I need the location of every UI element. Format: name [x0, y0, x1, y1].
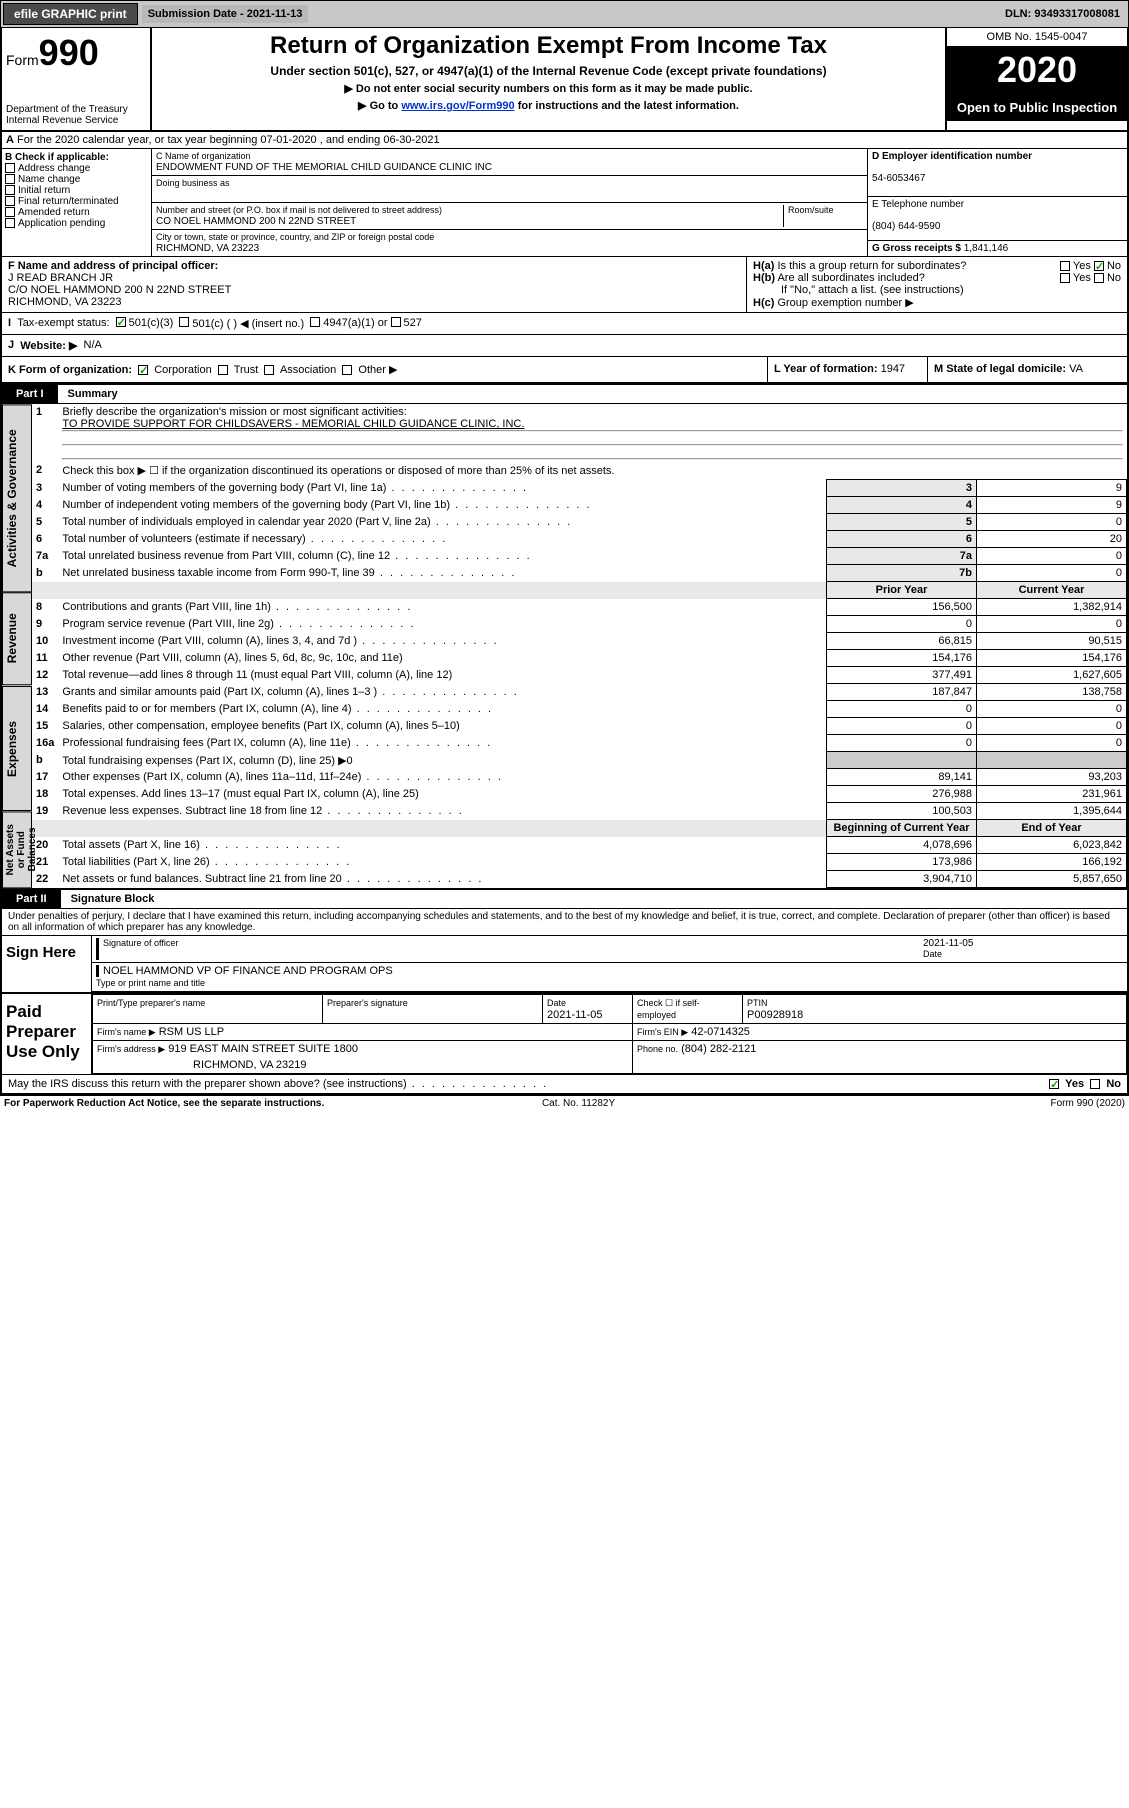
field-ein: D Employer identification number 54-6053… — [868, 149, 1127, 197]
page-footer: For Paperwork Reduction Act Notice, see … — [0, 1095, 1129, 1111]
line-klm: K Form of organization: Corporation Trus… — [0, 357, 1129, 383]
field-phone: E Telephone number (804) 644-9590 — [868, 197, 1127, 241]
form-number: Form990 — [6, 32, 146, 74]
tab-expenses: Expenses — [2, 686, 32, 811]
part1-header: Part I Summary — [0, 383, 1129, 404]
sign-here-label: Sign Here — [2, 936, 92, 992]
discuss-yes[interactable] — [1049, 1079, 1059, 1089]
section-bcdefg: B Check if applicable: Address change Na… — [0, 149, 1129, 257]
open-inspection-label: Open to Public Inspection — [947, 94, 1127, 121]
i-501c[interactable] — [179, 317, 189, 327]
form-subtitle-1: Under section 501(c), 527, or 4947(a)(1)… — [160, 64, 937, 78]
tab-governance: Activities & Governance — [2, 404, 32, 592]
field-org-name: C Name of organization ENDOWMENT FUND OF… — [152, 149, 867, 176]
discuss-line: May the IRS discuss this return with the… — [2, 1074, 1127, 1093]
field-address: Number and street (or P.O. box if mail i… — [152, 203, 867, 230]
ha-yes[interactable] — [1060, 261, 1070, 271]
sig-officer-label: Signature of officer — [96, 938, 923, 960]
field-city: City or town, state or province, country… — [152, 230, 867, 256]
check-application-pending[interactable] — [5, 218, 15, 228]
dln-label: DLN: 93493317008081 — [1005, 8, 1126, 20]
part1-body: Activities & Governance Revenue Expenses… — [0, 404, 1129, 888]
efile-top-bar: efile GRAPHIC print Submission Date - 20… — [0, 0, 1129, 28]
form-subtitle-2a: ▶ Do not enter social security numbers o… — [160, 82, 937, 95]
paid-preparer-block: Paid Preparer Use Only Print/Type prepar… — [0, 994, 1129, 1095]
hb-yes[interactable] — [1060, 273, 1070, 283]
tab-net-assets: Net Assets or Fund Balances — [2, 811, 32, 888]
field-dba: Doing business as — [152, 176, 867, 203]
efile-graphic-print-button[interactable]: efile GRAPHIC print — [3, 3, 138, 25]
form-subtitle-2b: ▶ Go to www.irs.gov/Form990 for instruct… — [160, 99, 937, 112]
k-assoc[interactable] — [264, 365, 274, 375]
check-initial-return[interactable] — [5, 185, 15, 195]
form-title: Return of Organization Exempt From Incom… — [160, 32, 937, 60]
i-527[interactable] — [391, 317, 401, 327]
sig-date: 2021-11-05Date — [923, 938, 1123, 960]
check-name-change[interactable] — [5, 174, 15, 184]
i-4947[interactable] — [310, 317, 320, 327]
summary-table: 1Briefly describe the organization's mis… — [32, 404, 1127, 888]
check-address-change[interactable] — [5, 163, 15, 173]
k-trust[interactable] — [218, 365, 228, 375]
line-i: I Tax-exempt status: 501(c)(3) 501(c) ( … — [0, 313, 1129, 335]
section-fh: F Name and address of principal officer:… — [0, 257, 1129, 313]
k-corp[interactable] — [138, 365, 148, 375]
check-amended-return[interactable] — [5, 207, 15, 217]
form990-link[interactable]: www.irs.gov/Form990 — [401, 100, 514, 112]
i-501c3[interactable] — [116, 317, 126, 327]
discuss-no[interactable] — [1090, 1079, 1100, 1089]
line-j: J Website: ▶ N/A — [0, 335, 1129, 357]
dept-label: Department of the Treasury Internal Reve… — [6, 104, 146, 126]
part2-header: Part II Signature Block — [0, 888, 1129, 909]
omb-number: OMB No. 1545-0047 — [947, 28, 1127, 47]
hb-no[interactable] — [1094, 273, 1104, 283]
form-header: Form990 Department of the Treasury Inter… — [0, 28, 1129, 132]
sign-here-block: Sign Here Signature of officer 2021-11-0… — [0, 935, 1129, 994]
section-h: H(a) Is this a group return for subordin… — [747, 257, 1127, 312]
tax-year: 2020 — [947, 47, 1127, 94]
submission-date-label: Submission Date - 2021-11-13 — [142, 5, 309, 23]
field-gross-receipts: G Gross receipts $ 1,841,146 — [868, 241, 1127, 256]
line-a: A For the 2020 calendar year, or tax yea… — [0, 132, 1129, 149]
officer-name: NOEL HAMMOND VP OF FINANCE AND PROGRAM O… — [96, 965, 393, 977]
ha-no[interactable] — [1094, 261, 1104, 271]
section-b: B Check if applicable: Address change Na… — [2, 149, 152, 256]
paid-preparer-label: Paid Preparer Use Only — [2, 994, 92, 1074]
k-other[interactable] — [342, 365, 352, 375]
tab-revenue: Revenue — [2, 592, 32, 685]
declaration-text: Under penalties of perjury, I declare th… — [0, 909, 1129, 935]
check-final-return[interactable] — [5, 196, 15, 206]
